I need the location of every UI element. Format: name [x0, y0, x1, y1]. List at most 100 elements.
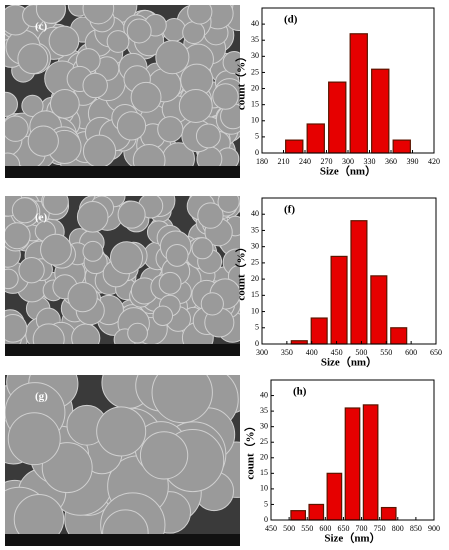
particle	[165, 243, 189, 267]
x-tick-label: 360	[385, 157, 397, 166]
particle	[127, 322, 148, 344]
x-tick-label: 390	[407, 157, 419, 166]
particle	[178, 89, 213, 123]
particle	[152, 305, 174, 327]
particle	[40, 233, 72, 266]
bar	[285, 139, 304, 154]
particle	[7, 412, 61, 466]
x-tick-label: 300	[256, 348, 268, 357]
y-tick-label: 5	[264, 499, 268, 508]
bar	[344, 407, 361, 521]
plot-frame	[261, 197, 437, 345]
particle	[21, 94, 44, 117]
x-tick-label: 600	[319, 524, 331, 533]
particle	[82, 72, 108, 99]
x-tick-label: 550	[301, 524, 313, 533]
bar	[349, 33, 368, 154]
y-tick-label: 10	[251, 116, 259, 125]
plot-frame	[261, 7, 435, 154]
x-axis-title: Size（nm）	[324, 532, 380, 545]
particle	[155, 40, 190, 75]
particle	[200, 292, 224, 316]
x-tick-label: 650	[430, 348, 442, 357]
x-tick-label: 600	[405, 348, 417, 357]
plot-frame	[270, 379, 435, 521]
x-tick-label: 650	[337, 524, 349, 533]
info-bar	[5, 166, 240, 178]
bar	[326, 472, 343, 521]
particle	[157, 116, 184, 143]
x-tick-label: 450	[331, 348, 343, 357]
particle	[5, 222, 31, 250]
particle	[222, 51, 240, 75]
panel-label: (f)	[284, 204, 295, 216]
particle	[102, 509, 149, 534]
y-tick-label: 25	[251, 258, 259, 267]
particle	[109, 241, 143, 275]
bar	[310, 317, 328, 345]
particles	[5, 5, 240, 166]
x-tick-label: 240	[299, 157, 311, 166]
x-axis-title: Size（nm）	[320, 165, 376, 178]
x-tick-label: 270	[321, 157, 333, 166]
bar	[392, 139, 411, 154]
particles	[5, 196, 240, 344]
particle	[197, 202, 224, 229]
particle	[32, 323, 65, 344]
y-tick-label: 35	[260, 406, 268, 415]
y-tick-label: 0	[264, 515, 268, 524]
image-label: (e)	[35, 212, 48, 224]
particle	[151, 375, 213, 424]
particle	[106, 30, 130, 53]
particle	[82, 5, 115, 25]
y-tick-label: 15	[251, 99, 259, 108]
particle	[191, 237, 214, 260]
y-tick-label: 40	[260, 390, 268, 399]
x-tick-label: 180	[256, 157, 268, 166]
particle	[17, 43, 49, 75]
x-tick-label: 900	[428, 524, 440, 533]
y-axis-title: count（%）	[235, 241, 248, 300]
y-axis-title: count（%）	[244, 420, 257, 479]
y-tick-label: 25	[251, 67, 259, 76]
panel-label: (d)	[284, 14, 298, 26]
x-tick-label: 800	[392, 524, 404, 533]
bar	[306, 123, 325, 154]
x-tick-label: 300	[342, 157, 354, 166]
y-tick-label: 40	[251, 19, 259, 28]
y-tick-label: 15	[260, 468, 268, 477]
x-tick-label: 850	[410, 524, 422, 533]
x-tick-label: 550	[380, 348, 392, 357]
y-tick-label: 0	[255, 339, 259, 348]
y-tick-label: 10	[251, 306, 259, 315]
particle	[67, 281, 98, 313]
bar	[390, 327, 408, 345]
y-tick-label: 40	[251, 209, 259, 218]
particle	[126, 18, 152, 44]
particle	[158, 271, 182, 295]
y-tick-label: 20	[260, 453, 268, 462]
x-tick-label: 700	[356, 524, 368, 533]
bar	[290, 510, 307, 521]
particle	[5, 91, 18, 117]
y-tick-label: 30	[251, 51, 259, 60]
x-tick-label: 350	[281, 348, 293, 357]
x-tick-label: 500	[283, 524, 295, 533]
bar	[308, 503, 325, 521]
particle	[5, 268, 19, 290]
bar	[371, 68, 390, 154]
panel-label: (h)	[293, 386, 307, 398]
bar	[362, 404, 379, 521]
bar	[330, 255, 348, 345]
particle	[182, 21, 206, 45]
y-tick-label: 30	[251, 241, 259, 250]
particle	[13, 494, 65, 534]
particle	[117, 200, 146, 229]
particle	[11, 197, 38, 224]
image-label: (g)	[35, 391, 48, 403]
particle	[139, 431, 189, 480]
x-tick-label: 420	[428, 157, 440, 166]
particle	[96, 406, 147, 457]
particle	[48, 25, 80, 57]
